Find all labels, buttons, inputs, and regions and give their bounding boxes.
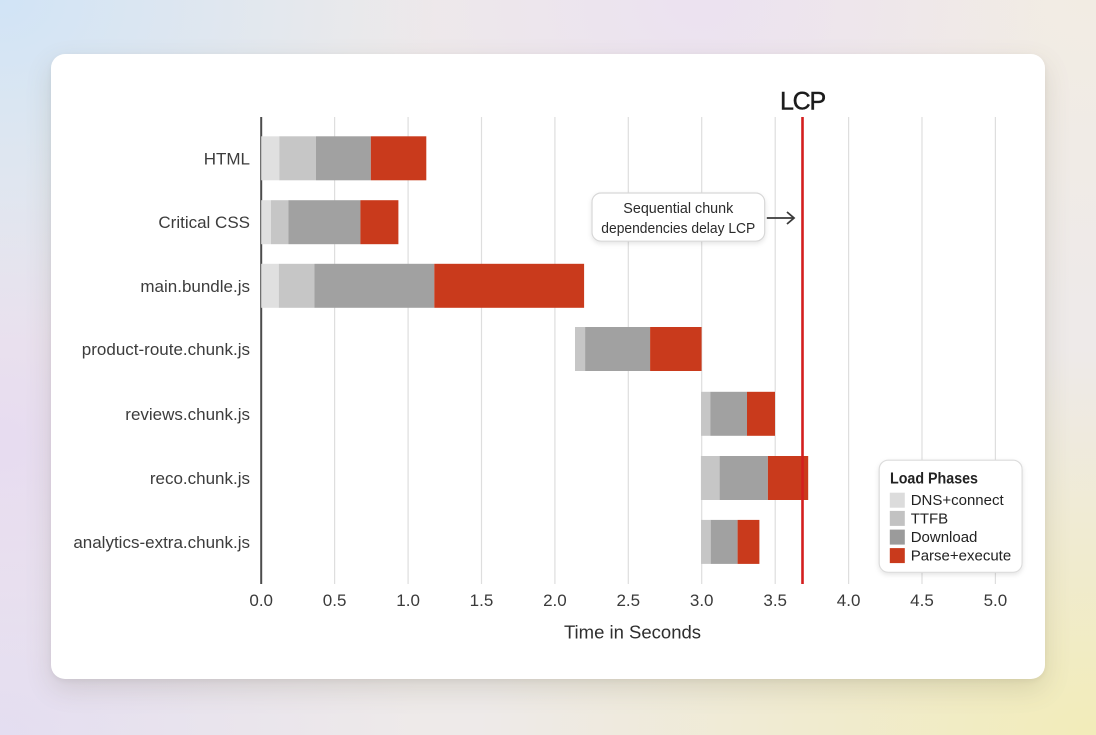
svg-text:3.0: 3.0 bbox=[690, 591, 714, 610]
svg-text:product-route.chunk.js: product-route.chunk.js bbox=[82, 340, 250, 359]
svg-text:reviews.chunk.js: reviews.chunk.js bbox=[125, 405, 250, 424]
svg-text:5.0: 5.0 bbox=[984, 591, 1008, 610]
svg-text:1.5: 1.5 bbox=[470, 591, 494, 610]
svg-text:Load Phases: Load Phases bbox=[890, 471, 978, 488]
svg-text:4.0: 4.0 bbox=[837, 591, 861, 610]
svg-text:DNS+connect: DNS+connect bbox=[911, 492, 1005, 509]
svg-text:3.5: 3.5 bbox=[763, 591, 787, 610]
svg-text:Time in Seconds: Time in Seconds bbox=[564, 622, 701, 643]
svg-text:Parse+execute: Parse+execute bbox=[911, 548, 1011, 565]
svg-text:TTFB: TTFB bbox=[911, 510, 949, 527]
svg-text:Download: Download bbox=[911, 529, 978, 546]
svg-text:analytics-extra.chunk.js: analytics-extra.chunk.js bbox=[73, 533, 250, 552]
svg-text:main.bundle.js: main.bundle.js bbox=[140, 277, 250, 296]
svg-text:1.0: 1.0 bbox=[396, 591, 420, 610]
svg-text:dependencies delay LCP: dependencies delay LCP bbox=[601, 220, 755, 237]
svg-text:2.5: 2.5 bbox=[616, 591, 640, 610]
svg-text:LCP: LCP bbox=[780, 88, 826, 116]
svg-text:2.0: 2.0 bbox=[543, 591, 567, 610]
svg-text:HTML: HTML bbox=[204, 149, 250, 168]
svg-text:Critical CSS: Critical CSS bbox=[158, 213, 250, 232]
svg-text:Sequential chunk: Sequential chunk bbox=[623, 200, 733, 217]
svg-text:reco.chunk.js: reco.chunk.js bbox=[150, 469, 250, 488]
svg-text:0.0: 0.0 bbox=[249, 591, 273, 610]
svg-text:4.5: 4.5 bbox=[910, 591, 934, 610]
svg-text:0.5: 0.5 bbox=[323, 591, 347, 610]
